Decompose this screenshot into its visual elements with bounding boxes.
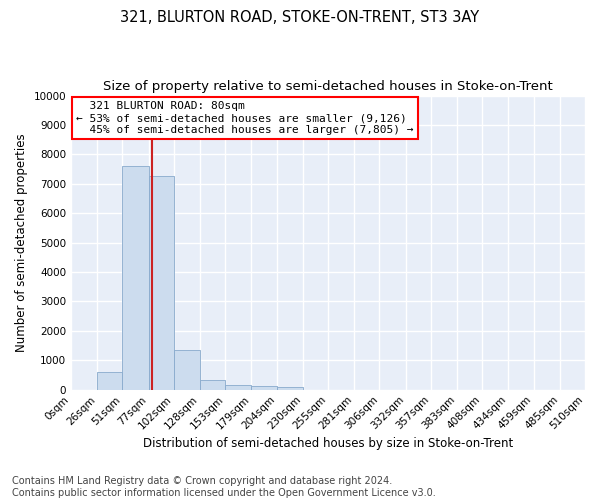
- Title: Size of property relative to semi-detached houses in Stoke-on-Trent: Size of property relative to semi-detach…: [103, 80, 553, 93]
- X-axis label: Distribution of semi-detached houses by size in Stoke-on-Trent: Distribution of semi-detached houses by …: [143, 437, 513, 450]
- Text: 321 BLURTON ROAD: 80sqm
← 53% of semi-detached houses are smaller (9,126)
  45% : 321 BLURTON ROAD: 80sqm ← 53% of semi-de…: [76, 102, 413, 134]
- Bar: [200, 380, 225, 390]
- Bar: [277, 387, 303, 390]
- Bar: [149, 176, 174, 390]
- Text: Contains HM Land Registry data © Crown copyright and database right 2024.
Contai: Contains HM Land Registry data © Crown c…: [12, 476, 436, 498]
- Y-axis label: Number of semi-detached properties: Number of semi-detached properties: [15, 134, 28, 352]
- Bar: [174, 350, 200, 390]
- Bar: [97, 372, 122, 390]
- Text: 321, BLURTON ROAD, STOKE-ON-TRENT, ST3 3AY: 321, BLURTON ROAD, STOKE-ON-TRENT, ST3 3…: [121, 10, 479, 25]
- Bar: [225, 386, 251, 390]
- Bar: [251, 386, 277, 390]
- Bar: [122, 166, 149, 390]
